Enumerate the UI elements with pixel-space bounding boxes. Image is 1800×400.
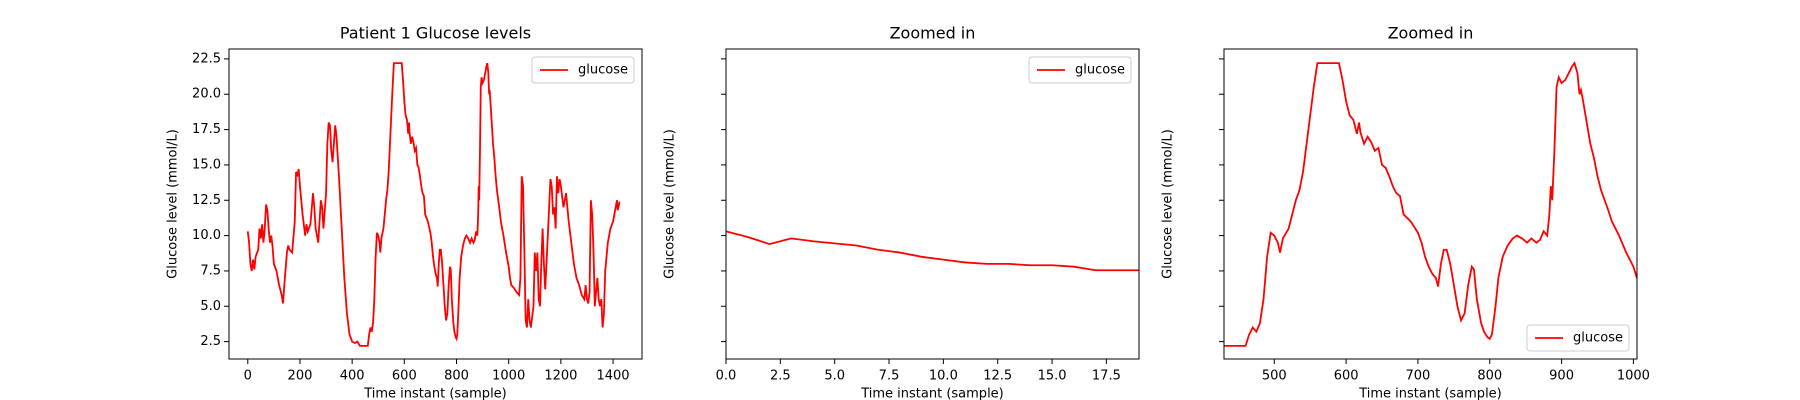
legend-box [531,56,635,84]
x-axis-label: Time instant (sample) [1358,387,1502,400]
y-tick-label: 10.0 [192,228,221,243]
x-tick-label: 800 [1477,369,1502,384]
x-tick-label: 600 [1334,369,1359,384]
x-tick-label: 0 [244,369,252,384]
x-axis-label: Time instant (sample) [860,387,1004,400]
axes-frame [725,48,1140,360]
x-tick-label: 15.0 [1038,369,1067,384]
y-tick-label: 12.5 [192,193,221,208]
x-tick-label: 1400 [596,369,629,384]
axes-frame [1223,48,1638,360]
x-tick-label: 17.5 [1092,369,1121,384]
y-axis-label: Glucose level (mmol/L) [663,129,678,279]
x-tick-label: 1000 [492,369,525,384]
x-tick-label: 600 [392,369,417,384]
y-tick-label: 7.5 [200,263,221,278]
y-axis-label: Glucose level (mmol/L) [1161,129,1176,279]
x-tick-label: 10.0 [929,369,958,384]
x-tick-label: 200 [288,369,313,384]
y-tick-label: 17.5 [192,122,221,137]
y-tick-label: 15.0 [192,157,221,172]
y-axis-label: Glucose level (mmol/L) [166,129,181,279]
x-tick-label: 700 [1406,369,1431,384]
y-tick-label: 22.5 [192,51,221,66]
x-axis-label: Time instant (sample) [363,387,507,400]
legend-box [1526,324,1630,352]
y-tick-label: 20.0 [192,87,221,102]
chart-title: Zoomed in [890,24,976,43]
x-tick-label: 2.5 [770,369,791,384]
axes-frame [228,48,643,360]
y-tick-label: 5.0 [200,299,221,314]
x-tick-label: 1000 [1617,369,1650,384]
data-line [246,62,621,347]
legend-label: glucose [1573,331,1623,346]
x-tick-label: 5.0 [824,369,845,384]
y-tick-label: 2.5 [200,334,221,349]
chart-title: Patient 1 Glucose levels [340,24,531,43]
x-tick-label: 500 [1262,369,1287,384]
x-tick-label: 900 [1549,369,1574,384]
x-tick-label: 0.0 [716,369,737,384]
legend-label: glucose [578,63,628,78]
x-tick-label: 400 [340,369,365,384]
x-tick-label: 800 [444,369,469,384]
x-tick-label: 7.5 [879,369,900,384]
chart-title: Zoomed in [1388,24,1474,43]
legend-box [1028,56,1132,84]
data-line [1224,61,1637,347]
x-tick-label: 1200 [544,369,577,384]
legend-label: glucose [1075,63,1125,78]
x-tick-label: 12.5 [983,369,1012,384]
data-line [726,230,1139,272]
